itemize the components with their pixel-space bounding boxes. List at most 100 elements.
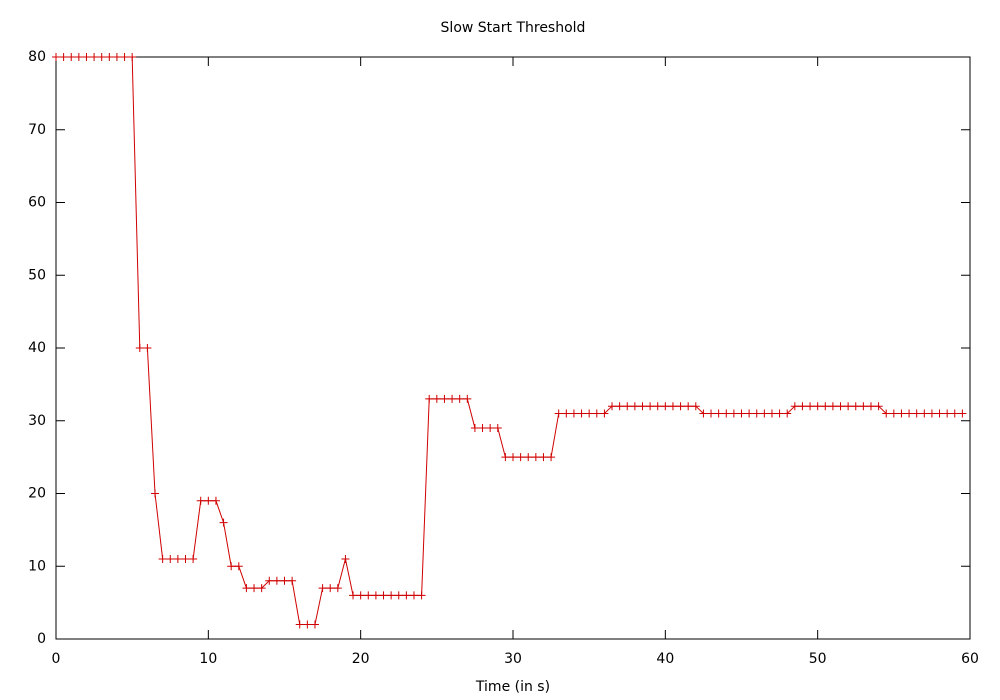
data-point xyxy=(455,394,464,403)
y-tick-label: 70 xyxy=(28,122,46,138)
x-axis-label: Time (in s) xyxy=(475,679,550,695)
data-point xyxy=(74,53,83,61)
data-point xyxy=(668,402,677,411)
data-point xyxy=(310,620,319,629)
data-point xyxy=(866,402,875,411)
data-point xyxy=(897,409,906,418)
x-tick-label: 20 xyxy=(352,651,370,667)
y-tick-label: 60 xyxy=(28,195,46,211)
data-point xyxy=(775,409,784,418)
data-point xyxy=(943,409,952,418)
data-point xyxy=(554,409,563,418)
data-point xyxy=(158,554,167,563)
data-point xyxy=(920,409,929,418)
plot-frame xyxy=(55,56,971,640)
data-point xyxy=(151,489,160,498)
data-point xyxy=(539,453,548,462)
data-point xyxy=(356,591,365,600)
data-point xyxy=(90,53,99,61)
data-point xyxy=(623,402,632,411)
data-point xyxy=(486,424,495,433)
data-point xyxy=(562,409,571,418)
data-point xyxy=(257,584,266,593)
data-point xyxy=(798,402,807,411)
data-point xyxy=(265,576,274,585)
y-tick-label: 80 xyxy=(28,49,46,65)
data-point xyxy=(874,402,883,411)
data-point xyxy=(729,409,738,418)
x-tick-label: 50 xyxy=(809,651,827,667)
data-point xyxy=(402,591,411,600)
y-tick-label: 20 xyxy=(28,486,46,502)
data-point xyxy=(836,402,845,411)
y-tick-label: 40 xyxy=(28,340,46,356)
chart-title: Slow Start Threshold xyxy=(441,20,586,36)
data-point xyxy=(120,53,129,61)
data-point xyxy=(737,409,746,418)
data-point xyxy=(379,591,388,600)
data-point xyxy=(927,409,936,418)
data-point xyxy=(196,496,205,505)
data-point xyxy=(912,409,921,418)
x-tick-label: 0 xyxy=(52,651,61,667)
y-tick-label: 30 xyxy=(28,413,46,429)
data-point xyxy=(387,591,396,600)
data-point xyxy=(326,584,335,593)
data-point xyxy=(935,409,944,418)
data-point xyxy=(219,518,228,527)
y-tick-label: 50 xyxy=(28,267,46,283)
data-point xyxy=(59,53,68,61)
data-point xyxy=(288,576,297,585)
y-tick-label: 10 xyxy=(28,558,46,574)
data-point xyxy=(806,402,815,411)
y-tick-label: 0 xyxy=(37,631,46,647)
data-point xyxy=(752,409,761,418)
data-point xyxy=(432,394,441,403)
data-point xyxy=(189,554,198,563)
data-point xyxy=(615,402,624,411)
data-point xyxy=(577,409,586,418)
data-point xyxy=(440,394,449,403)
data-point xyxy=(699,409,708,418)
data-point xyxy=(889,409,898,418)
data-point xyxy=(600,409,609,418)
data-point xyxy=(547,453,556,462)
data-point xyxy=(592,409,601,418)
data-point xyxy=(295,620,304,629)
data-point xyxy=(463,394,472,403)
data-point xyxy=(272,576,281,585)
data-point xyxy=(128,53,137,61)
data-point xyxy=(722,409,731,418)
data-point xyxy=(950,409,959,418)
data-point xyxy=(638,402,647,411)
data-point xyxy=(531,453,540,462)
data-point xyxy=(341,554,350,563)
data-point xyxy=(135,344,144,352)
data-point xyxy=(394,591,403,600)
data-point xyxy=(509,453,517,462)
data-point xyxy=(859,402,868,411)
data-point xyxy=(303,620,312,629)
data-point xyxy=(105,53,114,61)
data-point xyxy=(630,402,639,411)
data-point xyxy=(745,409,754,418)
data-point xyxy=(67,53,76,61)
data-point xyxy=(828,402,837,411)
data-point xyxy=(691,402,700,411)
data-point xyxy=(425,394,434,403)
data-point xyxy=(166,554,175,563)
data-point xyxy=(714,409,723,418)
data-point xyxy=(569,409,578,418)
data-point xyxy=(242,584,251,593)
data-point xyxy=(844,402,853,411)
data-point xyxy=(280,576,289,585)
data-point xyxy=(478,424,487,433)
data-point xyxy=(760,409,769,418)
data-point xyxy=(882,409,891,418)
x-tick-label: 10 xyxy=(199,651,217,667)
data-point xyxy=(52,53,60,61)
data-point xyxy=(783,409,792,418)
data-point xyxy=(470,424,479,433)
data-point xyxy=(211,496,220,505)
